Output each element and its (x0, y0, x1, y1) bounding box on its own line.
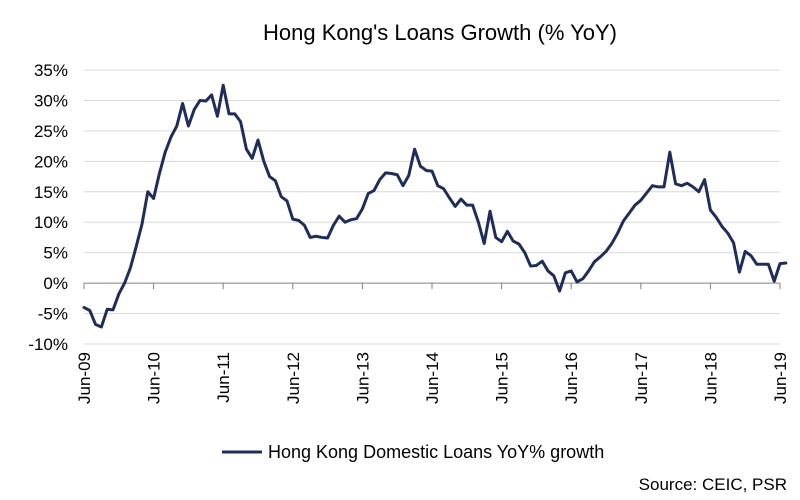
chart-title: Hong Kong's Loans Growth (% YoY) (263, 20, 617, 45)
y-tick-label: 25% (34, 122, 68, 141)
x-tick-label: Jun-12 (284, 352, 303, 404)
source-note: Source: CEIC, PSR (639, 475, 787, 494)
y-tick-label: -5% (38, 305, 68, 324)
x-tick-label: Jun-11 (214, 352, 233, 403)
legend-label: Hong Kong Domestic Loans YoY% growth (268, 442, 604, 462)
x-tick-label: Jun-10 (145, 352, 164, 404)
y-tick-label: 0% (43, 274, 68, 293)
series-line-hk-domestic-loans (82, 83, 788, 329)
x-tick-label: Jun-16 (562, 352, 581, 404)
y-tick-label: 5% (43, 244, 68, 263)
x-tick-label: Jun-15 (493, 352, 512, 404)
x-tick-label: Jun-09 (75, 352, 94, 404)
x-tick-label: Jun-14 (423, 352, 442, 404)
x-axis-tick-labels: Jun-09 Jun-10 Jun-11 Jun-12 Jun-13 Jun-14 Jun-… (75, 352, 790, 404)
y-tick-label: 20% (34, 152, 68, 171)
legend: Hong Kong Domestic Loans YoY% growth (222, 442, 604, 462)
y-tick-label: 35% (34, 61, 68, 80)
y-tick-label: 30% (34, 91, 68, 110)
y-tick-label: -10% (28, 335, 68, 354)
gridlines (84, 69, 780, 345)
x-tick-label: Jun-13 (353, 352, 372, 404)
y-tick-label: 10% (34, 213, 68, 232)
x-tick-label: Jun-17 (632, 352, 651, 404)
y-axis-tick-labels: 35% 30% 25% 20% 15% 10% 5% 0% -5% -10% (28, 61, 68, 354)
y-tick-label: 15% (34, 183, 68, 202)
x-tick-label: Jun-19 (771, 352, 790, 404)
x-axis (83, 282, 781, 290)
x-tick-label: Jun-18 (701, 352, 720, 404)
